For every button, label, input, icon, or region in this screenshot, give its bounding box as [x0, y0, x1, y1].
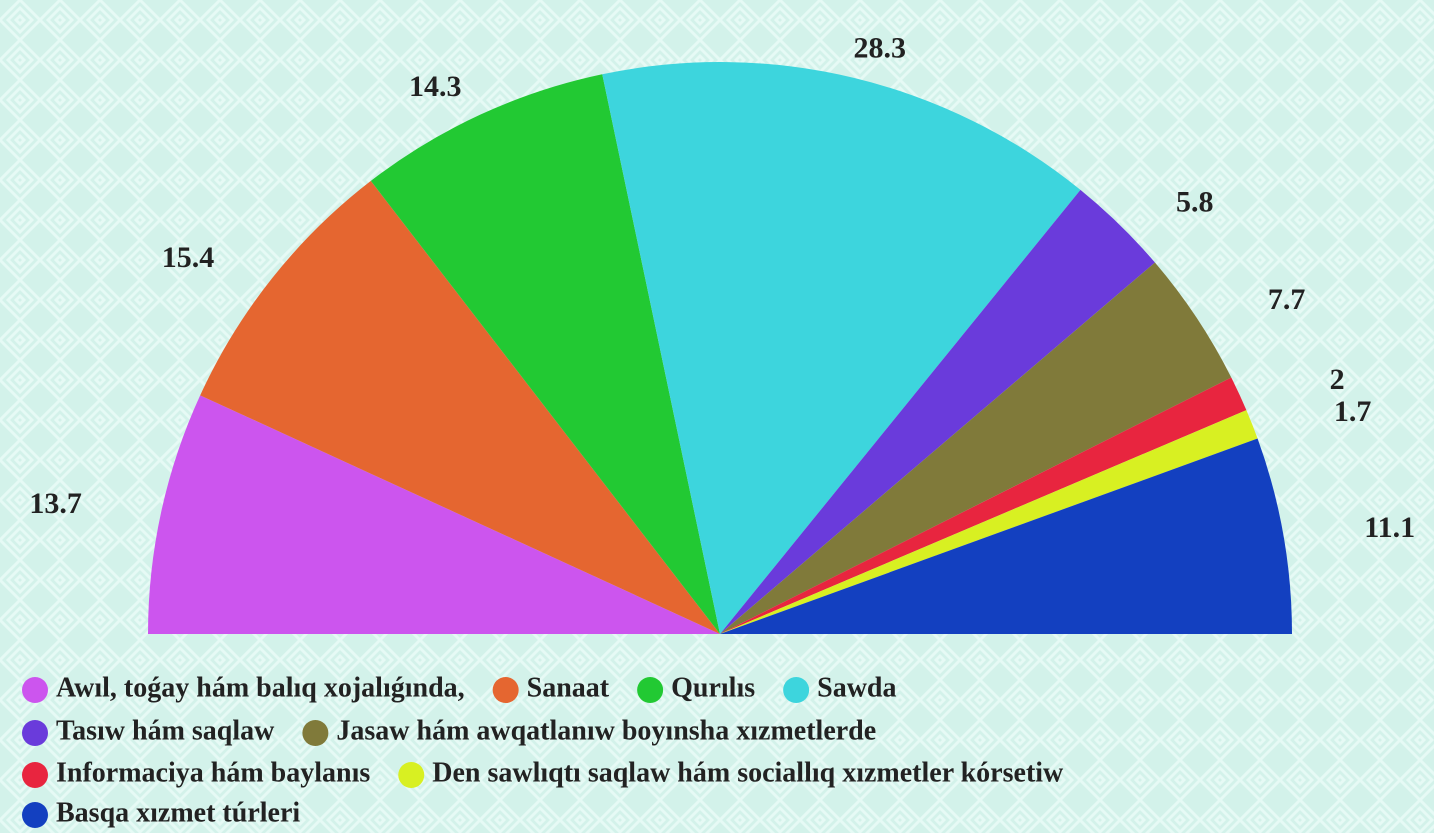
- pie-slice: [602, 62, 1081, 634]
- legend-label: Sawda: [817, 672, 896, 703]
- data-label: 11.1: [1364, 511, 1415, 544]
- data-label: 1.7: [1334, 395, 1372, 428]
- legend-label: Basqa xızmet túrleri: [56, 797, 300, 828]
- data-label: 2: [1330, 363, 1345, 396]
- legend-label: Tasıw hám saqlaw: [56, 715, 275, 746]
- legend-label: Informaciya hám baylanıs: [56, 757, 370, 788]
- data-label: 13.7: [29, 487, 82, 520]
- legend-marker: [637, 677, 664, 703]
- legend-marker: [302, 720, 329, 746]
- legend-marker: [398, 762, 425, 788]
- data-label: 5.8: [1176, 185, 1214, 218]
- data-label: 14.3: [409, 70, 462, 103]
- pie-slice: [200, 180, 721, 634]
- legend-label: Den sawlıqtı saqlaw hám sociallıq xızmet…: [432, 757, 1064, 788]
- legend-label: Sanaat: [527, 672, 610, 703]
- data-label: 28.3: [854, 32, 907, 65]
- pie-slice: [720, 262, 1232, 634]
- legend-label: Awıl, toǵay hám balıq xojalıǵında,: [56, 672, 465, 703]
- pie-slice: [720, 410, 1258, 634]
- legend-marker: [492, 677, 519, 703]
- pie-slice: [370, 74, 720, 635]
- legend-marker: [22, 802, 48, 828]
- legend-label: Jasaw hám awqatlanıw boyınsha xızmetlerd…: [336, 715, 876, 746]
- legend-marker: [22, 677, 48, 703]
- legend-marker: [22, 720, 48, 746]
- pie-slice: [720, 377, 1247, 634]
- legend-label: Qurılıs: [671, 672, 755, 703]
- legend-marker: [22, 762, 48, 788]
- legend-marker: [783, 677, 810, 703]
- pie-slice: [148, 395, 720, 634]
- data-label: 7.7: [1268, 283, 1306, 316]
- pie-slice: [720, 438, 1292, 634]
- data-label: 15.4: [162, 241, 215, 274]
- pie-slice: [720, 189, 1155, 634]
